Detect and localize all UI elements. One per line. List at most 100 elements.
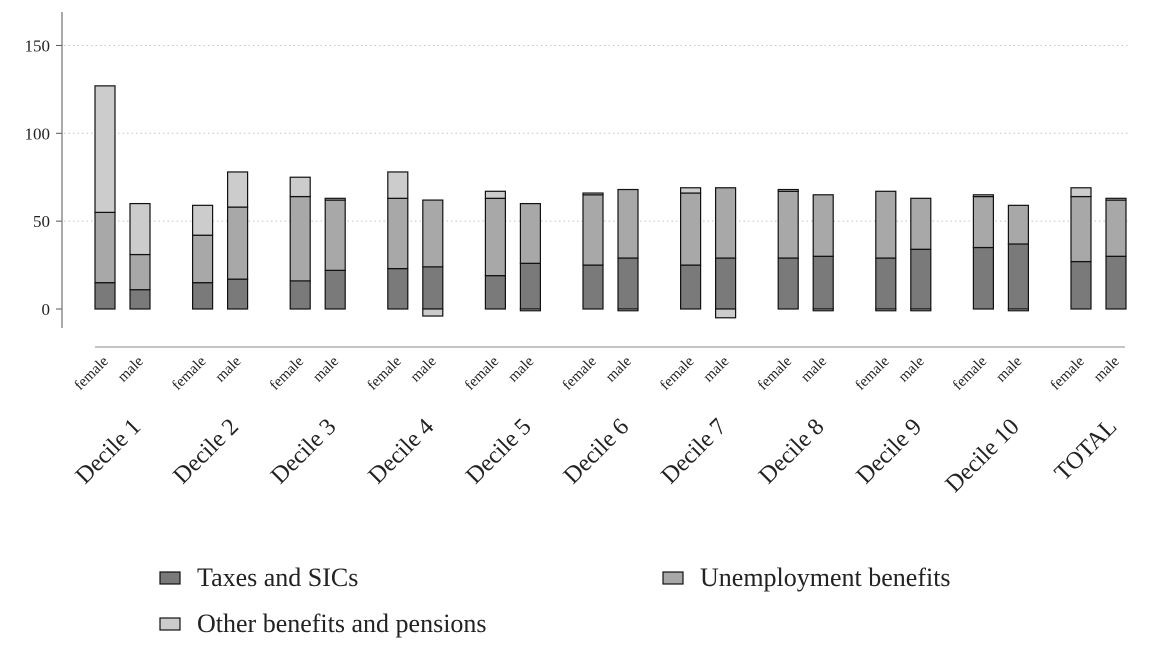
bar-decile-6-female-unemployment-benefits bbox=[582, 194, 604, 266]
bar-decile-6-male-taxes-and-sics bbox=[617, 257, 639, 310]
x-sub-label-decile-5-male: male bbox=[505, 353, 537, 385]
x-sub-label-decile-5-female: female bbox=[462, 353, 502, 393]
bar-decile-8-female-other-benefits-and-pensions bbox=[777, 188, 799, 192]
x-sub-label-decile-3-female: female bbox=[267, 353, 307, 393]
bar-decile-9-female-unemployment-benefits bbox=[875, 190, 897, 259]
y-tick-label-0: 0 bbox=[42, 300, 51, 319]
bar-decile-7-male-taxes-and-sics bbox=[714, 257, 737, 310]
bar-total-female-taxes-and-sics bbox=[1070, 260, 1092, 310]
bar-decile-2-male-taxes-and-sics bbox=[227, 278, 249, 310]
bar-decile-7-female-taxes-and-sics bbox=[679, 264, 702, 310]
bar-decile-7-female-unemployment-benefits bbox=[679, 192, 702, 266]
bar-decile-8-male-taxes-and-sics bbox=[812, 255, 834, 310]
bar-negative-decile-5-male bbox=[519, 308, 542, 312]
bar-total-female-unemployment-benefits bbox=[1070, 195, 1092, 263]
bar-decile-7-male-unemployment-benefits bbox=[714, 187, 737, 259]
bar-decile-1-female-other-benefits-and-pensions bbox=[94, 85, 116, 213]
bars bbox=[94, 85, 1127, 319]
x-group-label-decile-6: Decile 6 bbox=[559, 414, 634, 489]
bar-decile-3-male-other-benefits-and-pensions bbox=[324, 197, 346, 201]
bar-decile-5-female-other-benefits-and-pensions bbox=[484, 190, 506, 199]
bar-decile-9-male-taxes-and-sics bbox=[910, 248, 932, 310]
bar-negative-decile-10-male bbox=[1007, 308, 1030, 312]
legend: Taxes and SICs Unemployment benefits Other… bbox=[159, 563, 951, 638]
bar-total-female-other-benefits-and-pensions bbox=[1070, 187, 1092, 198]
bar-negative-decile-6-male bbox=[617, 308, 639, 312]
x-sub-label-total-male: male bbox=[1091, 353, 1123, 385]
bar-decile-3-female-unemployment-benefits bbox=[289, 195, 311, 282]
legend-label-unemployment-benefits: Unemployment benefits bbox=[700, 563, 951, 592]
x-sub-label-decile-4-male: male bbox=[408, 353, 440, 385]
x-group-label-decile-1: Decile 1 bbox=[71, 414, 146, 489]
bar-decile-10-male-unemployment-benefits bbox=[1007, 204, 1030, 245]
x-sub-label-decile-2-male: male bbox=[212, 353, 244, 385]
bar-negative-decile-9-female bbox=[875, 308, 897, 312]
bar-decile-5-female-taxes-and-sics bbox=[484, 275, 506, 310]
bar-decile-5-male-unemployment-benefits bbox=[519, 202, 542, 264]
bar-total-male-other-benefits-and-pensions bbox=[1105, 197, 1127, 201]
x-sub-label-decile-7-male: male bbox=[700, 353, 732, 385]
bar-decile-1-male-other-benefits-and-pensions bbox=[129, 202, 151, 256]
y-tick-label-150: 150 bbox=[25, 36, 51, 55]
x-group-label-total: TOTAL bbox=[1050, 414, 1122, 486]
y-tick-label-50: 50 bbox=[33, 212, 50, 231]
legend-swatch-unemployment-benefits bbox=[662, 571, 684, 585]
x-sub-label-decile-1-female: female bbox=[72, 353, 112, 393]
legend-swatch-taxes-and-sics bbox=[159, 571, 181, 585]
bar-decile-3-male-taxes-and-sics bbox=[324, 269, 346, 310]
legend-label-other-benefits-and-pensions: Other benefits and pensions bbox=[197, 609, 487, 638]
bar-decile-6-female-other-benefits-and-pensions bbox=[582, 192, 604, 196]
legend-label-taxes-and-sics: Taxes and SICs bbox=[197, 563, 358, 592]
bar-decile-3-female-other-benefits-and-pensions bbox=[289, 176, 311, 198]
bar-total-male-taxes-and-sics bbox=[1105, 255, 1127, 310]
bar-decile-1-female-taxes-and-sics bbox=[94, 282, 116, 310]
bar-decile-8-male-unemployment-benefits bbox=[812, 194, 834, 257]
bar-decile-4-female-unemployment-benefits bbox=[387, 197, 409, 270]
x-group-label-decile-3: Decile 3 bbox=[266, 414, 341, 489]
x-sub-label-decile-3-male: male bbox=[310, 353, 342, 385]
bar-decile-3-male-unemployment-benefits bbox=[324, 199, 346, 271]
bar-negative-decile-8-male bbox=[812, 308, 834, 312]
x-sub-label-decile-9-female: female bbox=[852, 353, 892, 393]
bar-decile-4-male-taxes-and-sics bbox=[422, 266, 444, 310]
bar-decile-9-female-taxes-and-sics bbox=[875, 257, 897, 310]
bar-decile-2-male-other-benefits-and-pensions bbox=[227, 171, 249, 208]
x-sub-label-decile-4-female: female bbox=[364, 353, 404, 393]
x-group-label-decile-8: Decile 8 bbox=[754, 414, 829, 489]
bar-decile-3-female-taxes-and-sics bbox=[289, 280, 311, 310]
bar-negative-decile-4-male bbox=[422, 308, 444, 317]
bar-decile-8-female-unemployment-benefits bbox=[777, 190, 799, 259]
bar-decile-4-female-taxes-and-sics bbox=[387, 267, 409, 310]
legend-swatch-other-benefits-and-pensions bbox=[159, 617, 181, 631]
x-sub-label-decile-10-male: male bbox=[993, 353, 1025, 385]
x-sub-label-decile-9-male: male bbox=[896, 353, 928, 385]
x-group-label-decile-10: Decile 10 bbox=[941, 414, 1025, 498]
x-sub-label-decile-6-male: male bbox=[603, 353, 635, 385]
bar-decile-10-female-unemployment-benefits bbox=[972, 195, 995, 249]
x-group-label-decile-5: Decile 5 bbox=[461, 414, 536, 489]
bar-decile-10-male-taxes-and-sics bbox=[1007, 243, 1030, 310]
bar-decile-5-female-unemployment-benefits bbox=[484, 197, 506, 277]
bar-decile-4-male-unemployment-benefits bbox=[422, 199, 444, 268]
x-sub-label-decile-8-male: male bbox=[798, 353, 830, 385]
x-group-label-decile-9: Decile 9 bbox=[852, 414, 927, 489]
bar-decile-1-male-unemployment-benefits bbox=[129, 253, 151, 291]
x-sub-label-decile-7-female: female bbox=[657, 353, 697, 393]
bar-negative-decile-9-male bbox=[910, 308, 932, 312]
x-sub-label-decile-10-female: female bbox=[950, 353, 990, 393]
bar-decile-2-female-other-benefits-and-pensions bbox=[192, 204, 214, 236]
x-sub-label-decile-1-male: male bbox=[115, 353, 147, 385]
bar-decile-7-female-other-benefits-and-pensions bbox=[679, 187, 702, 194]
bar-decile-10-female-other-benefits-and-pensions bbox=[972, 194, 995, 198]
x-sub-label-total-female: female bbox=[1048, 353, 1088, 393]
bar-decile-6-male-unemployment-benefits bbox=[617, 188, 639, 259]
bar-decile-1-female-unemployment-benefits bbox=[94, 211, 116, 284]
bar-decile-10-female-taxes-and-sics bbox=[972, 246, 995, 310]
y-tick-label-100: 100 bbox=[25, 124, 51, 143]
x-sub-label-decile-6-female: female bbox=[560, 353, 600, 393]
bar-negative-decile-7-male bbox=[714, 308, 737, 319]
bar-decile-4-female-other-benefits-and-pensions bbox=[387, 171, 409, 199]
x-group-label-decile-7: Decile 7 bbox=[656, 414, 731, 489]
bar-decile-1-male-taxes-and-sics bbox=[129, 289, 151, 310]
